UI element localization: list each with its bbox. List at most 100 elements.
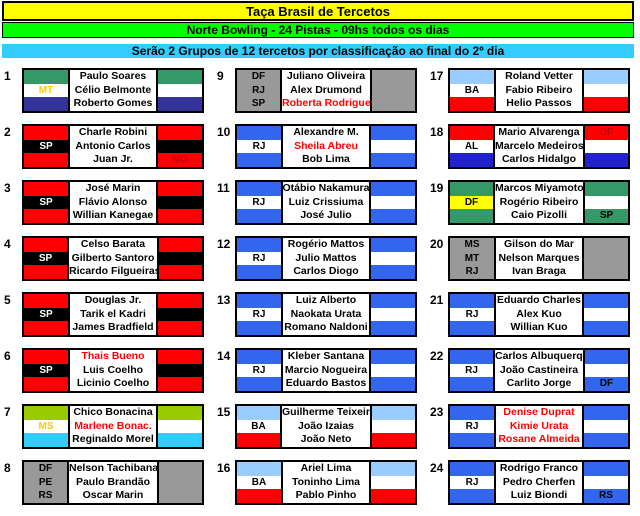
state-flag-right xyxy=(584,406,628,448)
player-name: Kleber Santana xyxy=(287,350,365,362)
flag-stripe-label xyxy=(158,321,202,336)
entry-box: RJ Carlos Albuquerque João Castineira Ca… xyxy=(448,348,630,393)
flag-stripe-label xyxy=(237,377,281,392)
player-name: Sheila Abreu xyxy=(294,139,358,152)
flag-stripe-label xyxy=(371,195,415,210)
flag-stripe-label: SP xyxy=(24,195,68,210)
entry-number: 5 xyxy=(4,293,11,307)
flag-stripe-label xyxy=(237,321,281,336)
player-name: Rogério Ribeiro xyxy=(499,195,579,208)
entry-box: RJ Alexandre M. Sheila Abreu Bob Lima xyxy=(235,124,417,169)
flag-stripe-label xyxy=(450,209,493,224)
player-name: Ariel Lima xyxy=(300,462,352,474)
player-name: Chico Bonacina xyxy=(73,406,153,418)
player-name: Helio Passos xyxy=(506,97,572,110)
flag-stripe-label xyxy=(24,377,68,392)
player-name: Caio Pizolli xyxy=(510,209,567,222)
player-name: Rosane Almeida xyxy=(498,433,580,446)
player-name: Kimie Urata xyxy=(509,419,569,432)
state-flag-right xyxy=(371,462,415,504)
flag-stripe-label xyxy=(450,182,493,196)
entry-number: 10 xyxy=(217,125,231,139)
player-name: Denise Duprat xyxy=(503,406,575,418)
flag-stripe-label xyxy=(584,406,628,420)
player-name: Luiz Biondi xyxy=(510,489,568,502)
player-name: Juliano Oliveira xyxy=(286,70,366,82)
state-flag-left: RJ xyxy=(237,126,281,168)
flag-stripe-label xyxy=(584,251,628,266)
entry: 3 SP José Marin Flávio Alonso Willian Ka… xyxy=(4,180,206,225)
state-flag-right xyxy=(584,70,628,112)
entry: 4 SP Celso Barata Gilberto Santoro Ricar… xyxy=(4,236,206,281)
flag-stripe-label xyxy=(158,139,202,154)
entry-box: SP Celso Barata Gilberto Santoro Ricardo… xyxy=(22,236,204,281)
flag-stripe-label xyxy=(584,475,628,490)
entry-box: DF RJ SP Juliano Oliveira Alex Drumond R… xyxy=(235,68,417,113)
player-name: Flávio Alonso xyxy=(78,195,148,208)
player-name: Eduardo Bastos xyxy=(285,377,367,390)
state-flag-right: DF xyxy=(585,350,628,392)
players-box: Guilherme Teixeira João Izaias João Neto xyxy=(280,406,376,447)
players-box: Rodrigo Franco Pedro Cherfen Luiz Biondi xyxy=(493,462,584,503)
flag-stripe-label xyxy=(371,462,415,476)
players-box: Otábio Nakamura Luiz Crissiuma José Juli… xyxy=(280,182,372,223)
player-name: Julio Mattos xyxy=(295,251,357,264)
player-name: Oscar Marin xyxy=(82,489,144,502)
entry: 7 MS Chico Bonacina Marlene Bonac. Regin… xyxy=(4,404,206,449)
flag-stripe-label: RJ xyxy=(450,363,493,378)
flag-stripe-label xyxy=(159,251,202,266)
entry-number: 3 xyxy=(4,181,11,195)
flag-stripe-label: BA xyxy=(237,475,281,490)
flag-stripe-label: SP xyxy=(24,363,68,378)
flag-stripe-label xyxy=(237,182,281,196)
flag-stripe-label: MG xyxy=(158,153,202,168)
state-flag-left: DF RJ SP xyxy=(237,70,280,112)
player-name: Bob Lima xyxy=(302,153,350,166)
flag-stripe-label: BA xyxy=(450,83,494,98)
entry-box: MS MT RJ Gilson do Mar Nelson Marques Iv… xyxy=(448,236,630,281)
flag-stripe-label: RJ xyxy=(237,195,281,210)
entry: 13 RJ Luiz Alberto Naokata Urata Romano … xyxy=(217,292,419,337)
players-box: Rogério Mattos Julio Mattos Carlos Diogo xyxy=(280,238,371,279)
state-flag-right xyxy=(158,350,202,392)
note-text: Serão 2 Grupos de 12 tercetos por classi… xyxy=(131,44,505,58)
player-name: Roberta Rodrigues xyxy=(282,97,377,110)
flag-stripe-label xyxy=(237,294,281,308)
players-box: Alexandre M. Sheila Abreu Bob Lima xyxy=(280,126,371,167)
players-box: Thais Bueno Luis Coelho Licinio Coelho xyxy=(67,350,158,391)
entry-number: 7 xyxy=(4,405,11,419)
flag-stripe-label xyxy=(158,350,202,364)
flag-stripe-label: SP xyxy=(24,139,68,154)
page-title: Taça Brasil de Tercetos xyxy=(245,3,391,19)
entry-number: 6 xyxy=(4,349,11,363)
entry-number: 18 xyxy=(430,125,444,139)
player-name: Reginaldo Morel xyxy=(72,433,154,446)
entry-box: SP José Marin Flávio Alonso Willian Kane… xyxy=(22,180,204,225)
flag-stripe-label xyxy=(24,350,68,364)
player-name: Alexandre M. xyxy=(293,126,359,138)
player-name: Romano Naldoni xyxy=(284,321,368,334)
state-flag-right xyxy=(159,462,202,504)
flag-stripe-label xyxy=(371,265,415,280)
flag-stripe-label xyxy=(371,126,415,140)
player-name: Mario Alvarenga xyxy=(498,126,580,138)
player-name: Marcelo Medeiros xyxy=(495,139,584,152)
players-box: Eduardo Charles Alex Kuo Willian Kuo xyxy=(493,294,584,335)
player-name: Roland Vetter xyxy=(505,70,573,82)
flag-stripe-label xyxy=(584,97,628,112)
flag-stripe-label: RJ xyxy=(237,307,281,322)
state-flag-left: RJ xyxy=(237,182,281,224)
state-flag-left: RJ xyxy=(450,350,493,392)
state-flag-left: RJ xyxy=(237,350,281,392)
flag-stripe-label xyxy=(237,153,281,168)
flag-stripe-label xyxy=(585,153,628,168)
flag-stripe-label: MS xyxy=(450,238,494,252)
player-name: Juan Jr. xyxy=(93,153,133,166)
flag-stripe-label xyxy=(372,406,415,420)
entry: 16 BA Ariel Lima Toninho Lima Pablo Pinh… xyxy=(217,460,419,505)
players-box: Roland Vetter Fabio Ribeiro Helio Passos xyxy=(493,70,584,111)
players-box: Denise Duprat Kimie Urata Rosane Almeida xyxy=(493,406,584,447)
flag-stripe-label xyxy=(450,321,494,336)
state-flag-left: SP xyxy=(24,182,68,224)
flag-stripe-label: BA xyxy=(237,419,280,434)
